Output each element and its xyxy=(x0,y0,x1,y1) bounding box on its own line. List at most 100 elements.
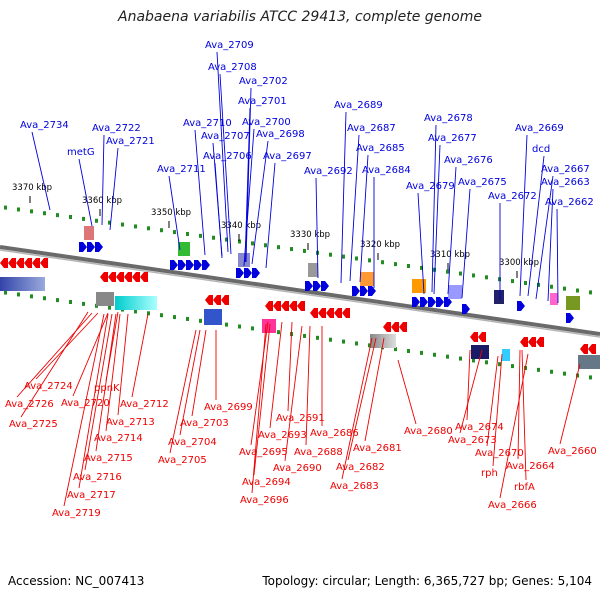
reverse-gene-block[interactable] xyxy=(96,292,114,306)
reverse-gene-arrow[interactable] xyxy=(520,337,528,347)
reverse-gene-label[interactable]: Ava_2660 xyxy=(548,446,597,457)
reverse-gene-label[interactable]: Ava_2688 xyxy=(294,447,343,458)
forward-gene-arrow[interactable] xyxy=(87,242,95,252)
reverse-gene-label[interactable]: Ava_2666 xyxy=(488,500,537,511)
reverse-gene-label[interactable]: Ava_2712 xyxy=(120,399,169,410)
forward-gene-label[interactable]: Ava_2702 xyxy=(239,76,288,87)
reverse-gene-label[interactable]: ppnK xyxy=(94,383,120,394)
reverse-gene-label[interactable]: Ava_2699 xyxy=(204,402,253,413)
reverse-gene-arrow[interactable] xyxy=(342,308,350,318)
reverse-gene-arrow[interactable] xyxy=(16,258,24,268)
forward-gene-label[interactable]: Ava_2689 xyxy=(334,100,383,111)
forward-gene-arrow[interactable] xyxy=(95,242,103,252)
forward-gene-block[interactable] xyxy=(308,263,318,277)
reverse-gene-arrow[interactable] xyxy=(116,272,124,282)
reverse-gene-label[interactable]: Ava_2726 xyxy=(5,399,54,410)
reverse-gene-label[interactable]: Ava_2696 xyxy=(240,495,289,506)
reverse-gene-arrow[interactable] xyxy=(8,258,16,268)
forward-gene-label[interactable]: Ava_2721 xyxy=(106,136,155,147)
forward-gene-label[interactable]: Ava_2722 xyxy=(92,123,141,134)
forward-gene-arrow[interactable] xyxy=(202,260,210,270)
forward-gene-label[interactable]: Ava_2676 xyxy=(444,155,493,166)
reverse-gene-arrow[interactable] xyxy=(334,308,342,318)
forward-gene-label[interactable]: Ava_2708 xyxy=(208,62,257,73)
forward-gene-label[interactable]: Ava_2678 xyxy=(424,113,473,124)
reverse-gene-label[interactable]: Ava_2670 xyxy=(475,448,524,459)
forward-gene-label[interactable]: dcd xyxy=(532,144,550,155)
reverse-gene-label[interactable]: Ava_2695 xyxy=(239,447,288,458)
forward-gene-block[interactable] xyxy=(84,226,94,240)
reverse-gene-label[interactable]: Ava_2714 xyxy=(94,433,143,444)
forward-gene-block[interactable] xyxy=(412,279,426,293)
reverse-gene-arrow[interactable] xyxy=(24,258,32,268)
reverse-gene-arrow[interactable] xyxy=(32,258,40,268)
forward-gene-label[interactable]: Ava_2698 xyxy=(256,129,305,140)
reverse-gene-arrow[interactable] xyxy=(140,272,148,282)
reverse-gene-arrow[interactable] xyxy=(205,295,213,305)
forward-gene-arrow[interactable] xyxy=(444,297,452,307)
forward-gene-arrow[interactable] xyxy=(352,286,360,296)
reverse-gene-label[interactable]: Ava_2690 xyxy=(273,463,322,474)
reverse-gene-arrow[interactable] xyxy=(221,295,229,305)
reverse-gene-label[interactable]: Ava_2694 xyxy=(242,477,291,488)
forward-gene-arrow[interactable] xyxy=(170,260,178,270)
reverse-gene-block[interactable] xyxy=(502,349,510,361)
reverse-gene-label[interactable]: Ava_2725 xyxy=(9,419,58,430)
reverse-gene-arrow[interactable] xyxy=(478,332,486,342)
forward-gene-label[interactable]: Ava_2692 xyxy=(304,166,353,177)
forward-gene-label[interactable]: Ava_2700 xyxy=(242,117,291,128)
reverse-gene-arrow[interactable] xyxy=(383,322,391,332)
forward-gene-arrow[interactable] xyxy=(194,260,202,270)
forward-gene-block[interactable] xyxy=(550,293,558,305)
forward-gene-label[interactable]: Ava_2662 xyxy=(545,197,594,208)
reverse-gene-label[interactable]: Ava_2704 xyxy=(168,437,217,448)
forward-gene-block[interactable] xyxy=(360,272,374,286)
forward-gene-label[interactable]: Ava_2677 xyxy=(428,133,477,144)
forward-gene-label[interactable]: Ava_2687 xyxy=(347,123,396,134)
forward-gene-label[interactable]: Ava_2679 xyxy=(406,181,455,192)
reverse-gene-block[interactable] xyxy=(471,345,489,359)
reverse-gene-arrow[interactable] xyxy=(318,308,326,318)
forward-gene-label[interactable]: metG xyxy=(67,147,95,158)
forward-gene-label[interactable]: Ava_2706 xyxy=(203,151,252,162)
reverse-gene-label[interactable]: Ava_2724 xyxy=(24,381,73,392)
reverse-gene-label[interactable]: Ava_2691 xyxy=(276,413,325,424)
forward-gene-label[interactable]: Ava_2663 xyxy=(541,177,590,188)
reverse-gene-label[interactable]: Ava_2713 xyxy=(106,417,155,428)
forward-gene-label[interactable]: Ava_2672 xyxy=(488,191,537,202)
forward-gene-block[interactable] xyxy=(448,285,462,299)
reverse-gene-label[interactable]: Ava_2683 xyxy=(330,481,379,492)
forward-gene-arrow[interactable] xyxy=(436,297,444,307)
forward-gene-block[interactable] xyxy=(178,242,190,256)
forward-gene-arrow[interactable] xyxy=(79,242,87,252)
forward-gene-label[interactable]: Ava_2669 xyxy=(515,123,564,134)
reverse-gene-block[interactable] xyxy=(0,277,45,291)
reverse-gene-arrow[interactable] xyxy=(528,337,536,347)
reverse-gene-arrow[interactable] xyxy=(213,295,221,305)
forward-gene-arrow[interactable] xyxy=(178,260,186,270)
reverse-gene-label[interactable]: Ava_2673 xyxy=(448,435,497,446)
reverse-gene-label[interactable]: Ava_2715 xyxy=(84,453,133,464)
reverse-gene-label[interactable]: Ava_2719 xyxy=(52,508,101,519)
forward-gene-arrow[interactable] xyxy=(313,281,321,291)
forward-gene-label[interactable]: Ava_2684 xyxy=(362,165,411,176)
forward-gene-label[interactable]: Ava_2685 xyxy=(356,143,405,154)
reverse-gene-arrow[interactable] xyxy=(40,258,48,268)
reverse-gene-arrow[interactable] xyxy=(132,272,140,282)
reverse-gene-arrow[interactable] xyxy=(108,272,116,282)
forward-gene-arrow[interactable] xyxy=(368,286,376,296)
forward-gene-block[interactable] xyxy=(566,296,580,310)
reverse-gene-arrow[interactable] xyxy=(289,301,297,311)
forward-gene-block[interactable] xyxy=(494,290,504,304)
reverse-gene-label[interactable]: Ava_2680 xyxy=(404,426,453,437)
reverse-gene-arrow[interactable] xyxy=(588,344,596,354)
forward-gene-label[interactable]: Ava_2711 xyxy=(157,164,206,175)
forward-gene-label[interactable]: Ava_2675 xyxy=(458,177,507,188)
forward-gene-arrow[interactable] xyxy=(420,297,428,307)
reverse-gene-block[interactable] xyxy=(204,309,222,325)
forward-gene-arrow[interactable] xyxy=(244,268,252,278)
forward-gene-arrow[interactable] xyxy=(305,281,313,291)
reverse-gene-arrow[interactable] xyxy=(326,308,334,318)
forward-gene-arrow[interactable] xyxy=(252,268,260,278)
reverse-gene-arrow[interactable] xyxy=(310,308,318,318)
